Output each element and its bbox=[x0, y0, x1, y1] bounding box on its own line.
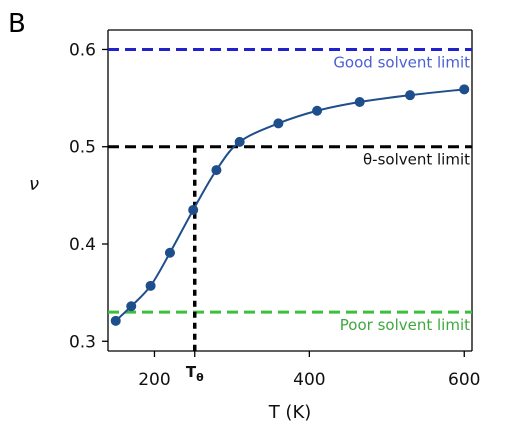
y-tick-label: 0.4 bbox=[69, 235, 96, 255]
series-line bbox=[115, 88, 465, 322]
data-point bbox=[459, 84, 470, 95]
data-point bbox=[145, 280, 156, 291]
reference-line-label: θ-solvent limit bbox=[363, 151, 470, 169]
x-axis-title: T (K) bbox=[268, 402, 312, 423]
y-tick-label: 0.3 bbox=[69, 332, 96, 352]
x-tick-label: 600 bbox=[448, 370, 480, 390]
data-point bbox=[273, 118, 284, 129]
y-axis-title: ν bbox=[29, 174, 39, 195]
x-tick-label: 400 bbox=[293, 370, 325, 390]
data-point bbox=[211, 165, 222, 176]
data-point bbox=[405, 90, 416, 101]
y-tick-label: 0.6 bbox=[69, 40, 96, 60]
x-tick-label: 200 bbox=[138, 370, 170, 390]
data-point bbox=[188, 204, 199, 215]
panel-label: B bbox=[8, 9, 26, 39]
data-point bbox=[164, 247, 175, 258]
y-tick-label: 0.5 bbox=[69, 138, 96, 158]
data-point bbox=[126, 301, 137, 312]
reference-line-label: Good solvent limit bbox=[333, 53, 470, 71]
data-point bbox=[110, 315, 121, 326]
reference-line-label: Poor solvent limit bbox=[340, 316, 470, 334]
plot-area: 0.3 0.4 0.5 0.6 200 400 600 Tθ Good solvent limi… bbox=[69, 29, 480, 390]
data-point bbox=[312, 105, 323, 116]
theta-tick-label: Tθ bbox=[186, 363, 204, 384]
data-point bbox=[354, 96, 365, 107]
data-point bbox=[234, 136, 245, 147]
